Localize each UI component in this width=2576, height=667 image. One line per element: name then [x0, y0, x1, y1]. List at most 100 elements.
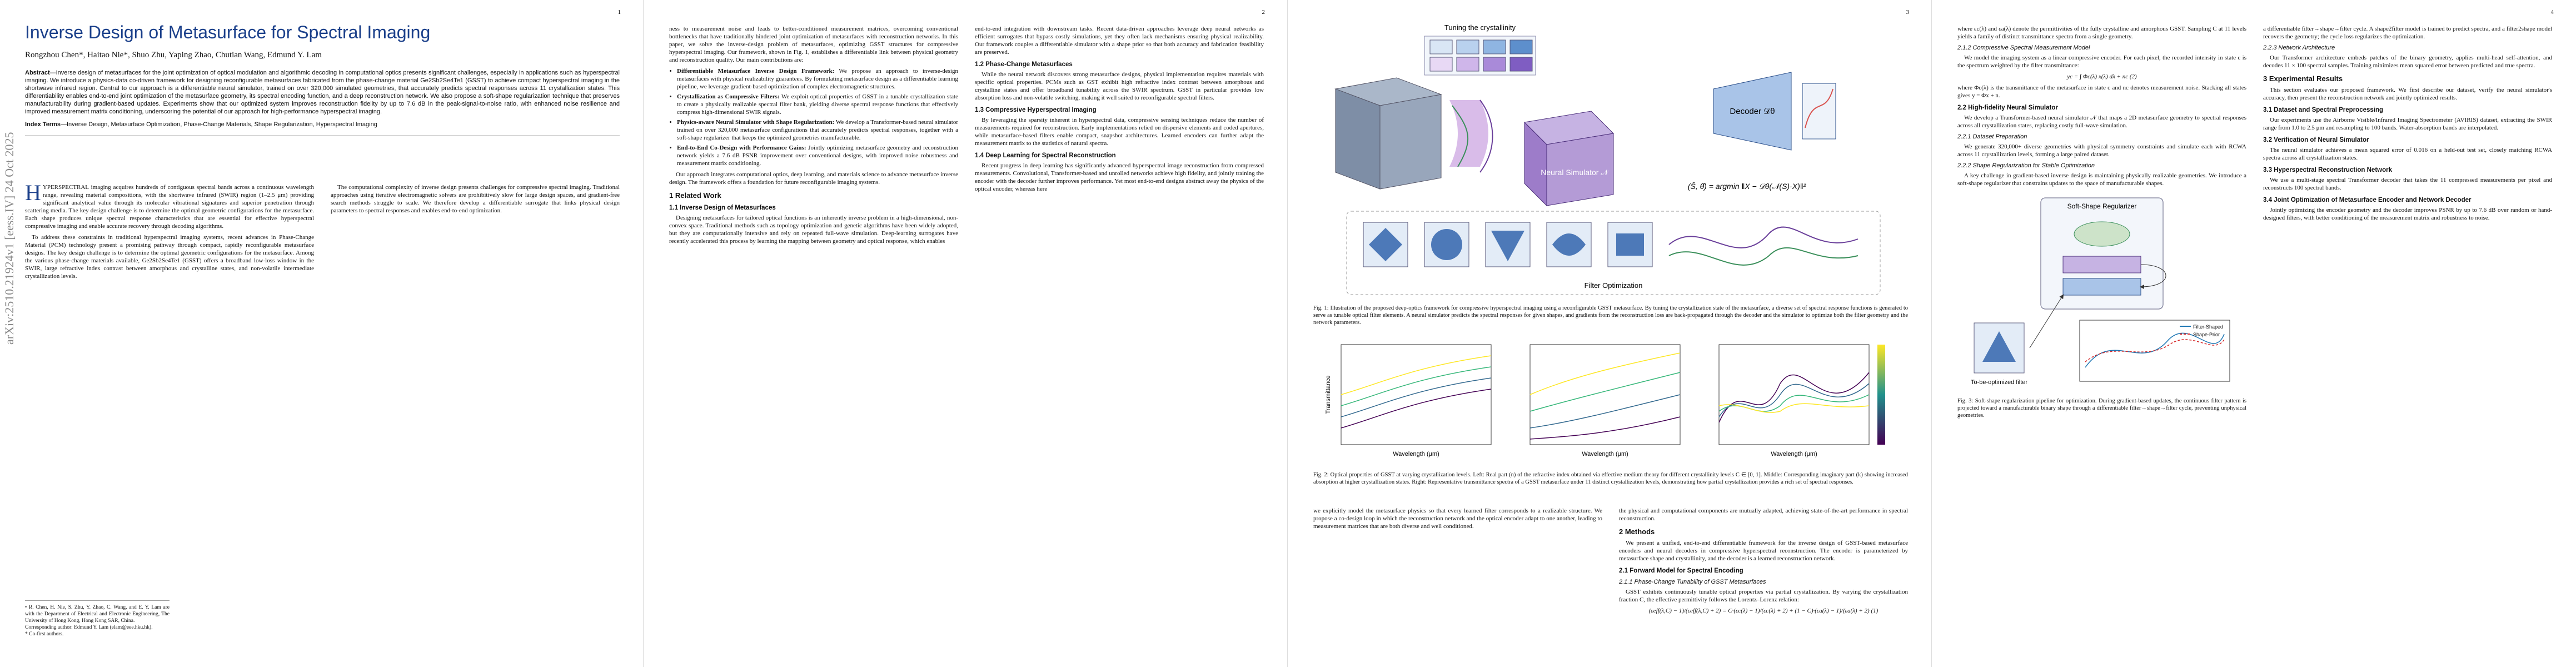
contribution: Physics-aware Neural Simulator with Shap… [677, 118, 958, 142]
contribution-text: We propose an approach to inverse-design… [677, 68, 958, 90]
equation: yc = ∫ Φc(λ) x(λ) dλ + nc (2) [2067, 73, 2137, 80]
paragraph: We model the imaging system as a linear … [1957, 54, 2246, 69]
section-heading: 2 Methods [1619, 527, 1655, 536]
panel: Wavelength (μm) [1529, 344, 1681, 457]
footnote: Corresponding author: Edmund Y. Lam (ela… [25, 625, 153, 630]
paragraph: Jointly optimizing the encoder geometry … [2263, 207, 2552, 221]
axis-label: Wavelength (μm) [1771, 451, 1817, 457]
index-terms-label: Index Terms [25, 121, 61, 128]
paragraph: Our approach integrates computational op… [669, 171, 958, 186]
page-number: 4 [2550, 9, 2554, 16]
paragraph: Recent progress in deep learning has sig… [975, 162, 1264, 192]
page: 4 where εc(λ) and εa(λ) denote the permi… [1932, 0, 2576, 667]
contribution-text: Jointly optimizing metasurface geometry … [677, 145, 958, 167]
column: a differentiable filter→shape→filter cyc… [2263, 25, 2552, 225]
arxiv-id: arXiv:2510.21924v1 [eess.IV] 24 Oct 2025 [2, 132, 16, 345]
paragraph: a differentiable filter→shape→filter cyc… [2263, 26, 2552, 40]
footnote: • R. Chen, H. Nie, S. Zhu, Y. Zhao, C. W… [25, 605, 170, 624]
figure-label: Neural Simulator 𝒩 [1541, 168, 1610, 177]
page: 3 Tuning the crystallinity Neural Si [1288, 0, 1932, 667]
paragraph: We generate 320,000+ diverse geometries … [1957, 143, 2246, 158]
paragraph: To address these constraints in traditio… [25, 234, 314, 280]
column: ness to measurement noise and leads to b… [669, 25, 958, 248]
axis-label: Wavelength (μm) [1582, 451, 1628, 457]
subsection-heading: 1.4 Deep Learning for Spectral Reconstru… [975, 152, 1116, 159]
abstract-text: —Inverse design of metasurfaces for the … [25, 69, 620, 115]
paragraph: the physical and computational component… [1619, 507, 1908, 522]
subsubsection-heading: 2.2.2 Shape Regularization for Stable Op… [1957, 162, 2095, 169]
paragraph: where Φc(λ) is the transmittance of the … [1957, 84, 2246, 99]
axis-label: Transmittance [1325, 375, 1332, 414]
paragraph: While the neural network discovers stron… [975, 71, 1264, 101]
figure-label: Filter Optimization [1585, 281, 1643, 290]
metasurface-stack [1334, 77, 1493, 190]
subsection-heading: 3.4 Joint Optimization of Metasurface En… [2263, 197, 2472, 203]
figure-caption: Fig. 1: Illustration of the proposed dee… [1313, 305, 1908, 326]
index-terms: Index Terms—Inverse Design, Metasurface … [25, 121, 620, 128]
title: Inverse Design of Metasurface for Spectr… [25, 22, 431, 42]
contribution-list: Differentiable Metasurface Inverse Desig… [677, 67, 958, 167]
contribution-title: Crystallization as Compressive Filters: [677, 93, 780, 100]
paragraph: By leveraging the sparsity inherent in h… [975, 117, 1264, 147]
figure-2: Wavelength (μm) Transmittance Wavelength… [1325, 344, 1885, 457]
page-number: 2 [1262, 9, 1265, 16]
paragraph: We present a unified, end-to-end differe… [1619, 540, 1908, 562]
page-number: 3 [1906, 9, 1910, 16]
contribution: Differentiable Metasurface Inverse Desig… [677, 67, 958, 91]
figure-label: Decoder 𝒟θ [1730, 107, 1775, 116]
paragraph: This section evaluates our proposed fram… [2263, 87, 2552, 101]
paragraph: We use a multi-stage spectral Transforme… [2263, 177, 2552, 191]
paragraph: where εc(λ) and εa(λ) denote the permitt… [1957, 26, 2246, 40]
figure-label: Soft-Shape Regularizer [2067, 202, 2137, 210]
figure-label: Tuning the crystallinity [1444, 23, 1516, 32]
subsection-heading: 1.3 Compressive Hyperspectral Imaging [975, 107, 1097, 113]
contribution: End-to-End Co-Design with Performance Ga… [677, 144, 958, 167]
contribution-title: End-to-End Co-Design with Performance Ga… [677, 145, 806, 151]
subsubsection-heading: 2.2.1 Dataset Preparation [1957, 133, 2027, 140]
contribution-text: We exploit optical properties of GSST in… [677, 93, 958, 116]
filter-shapes [1363, 222, 1858, 267]
column: The computational complexity of inverse … [331, 183, 620, 218]
authors: Rongzhou Chen*, Haitao Nie*, Shuo Zhu, Y… [25, 51, 322, 59]
legend-label: Filter-Shaped [2193, 324, 2223, 330]
paragraph: Designing metasurfaces for tailored opti… [669, 215, 958, 245]
footnote: * Co-first authors. [25, 631, 64, 637]
contribution: Crystallization as Compressive Filters: … [677, 93, 958, 116]
page: 2 ness to measurement noise and leads to… [644, 0, 1288, 667]
paragraph: We develop a Transformer-based neural si… [1957, 115, 2246, 129]
paragraph: Our experiments use the Airborne Visible… [2263, 117, 2552, 131]
paragraph: The neural simulator achieves a mean squ… [2263, 147, 2552, 161]
column: we explicitly model the metasurface phys… [1313, 507, 1602, 534]
paragraph: we explicitly model the metasurface phys… [1313, 507, 1602, 530]
abstract-label: Abstract [25, 69, 50, 76]
paragraph: A key challenge in gradient-based invers… [1957, 172, 2246, 187]
paragraph: The computational complexity of inverse … [331, 184, 620, 214]
subsection-heading: 1.2 Phase-Change Metasurfaces [975, 61, 1073, 68]
paragraph: Our Transformer architecture embeds patc… [2263, 54, 2552, 69]
column: where εc(λ) and εa(λ) denote the permitt… [1957, 25, 2246, 419]
abstract: Abstract—Inverse design of metasurfaces … [25, 69, 620, 116]
crystallinity-grid [1424, 36, 1536, 76]
column: HYPERSPECTRAL imaging acquires hundreds … [25, 180, 314, 283]
paragraph: ness to measurement noise and leads to b… [669, 26, 958, 63]
subsection-heading: 2.2 High-fidelity Neural Simulator [1957, 104, 2058, 111]
footnotes: • R. Chen, H. Nie, S. Zhu, Y. Zhao, C. W… [25, 600, 170, 638]
section-heading: 3 Experimental Results [2263, 74, 2343, 83]
page: 1 arXiv:2510.21924v1 [eess.IV] 24 Oct 20… [0, 0, 644, 667]
subsection-heading: 3.1 Dataset and Spectral Preprocessing [2263, 107, 2384, 113]
index-terms-text: —Inverse Design, Metasurface Optimizatio… [61, 121, 377, 128]
optimization-box [1346, 211, 1881, 295]
subsubsection-heading: 2.2.3 Network Architecture [2263, 44, 2335, 51]
figure-caption: Fig. 2: Optical properties of GSST at va… [1313, 472, 1908, 485]
subsubsection-heading: 2.1.1 Phase-Change Tunability of GSST Me… [1619, 579, 1766, 585]
subsubsection-heading: 2.1.2 Compressive Spectral Measurement M… [1957, 44, 2090, 51]
decoder: Decoder 𝒟θ [1713, 72, 1836, 151]
header: Inverse Design of Metasurface for Spectr… [25, 22, 620, 136]
paragraph: GSST exhibits continuously tunable optic… [1619, 589, 1908, 603]
panel: Wavelength (μm) Transmittance [1325, 344, 1492, 457]
paragraph: end-to-end integration with downstream t… [975, 26, 1264, 56]
subsection-heading: 2.1 Forward Model for Spectral Encoding [1619, 568, 1743, 574]
page-number: 1 [617, 9, 621, 16]
figure-label: To-be-optimized filter [1971, 379, 2027, 386]
